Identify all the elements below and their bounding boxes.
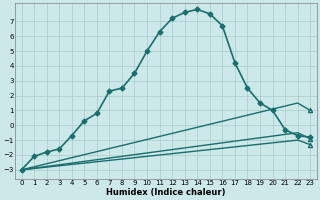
X-axis label: Humidex (Indice chaleur): Humidex (Indice chaleur) <box>106 188 226 197</box>
